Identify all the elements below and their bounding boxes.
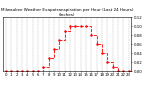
Title: Milwaukee Weather Evapotranspiration per Hour (Last 24 Hours) (Inches): Milwaukee Weather Evapotranspiration per… bbox=[1, 8, 133, 17]
